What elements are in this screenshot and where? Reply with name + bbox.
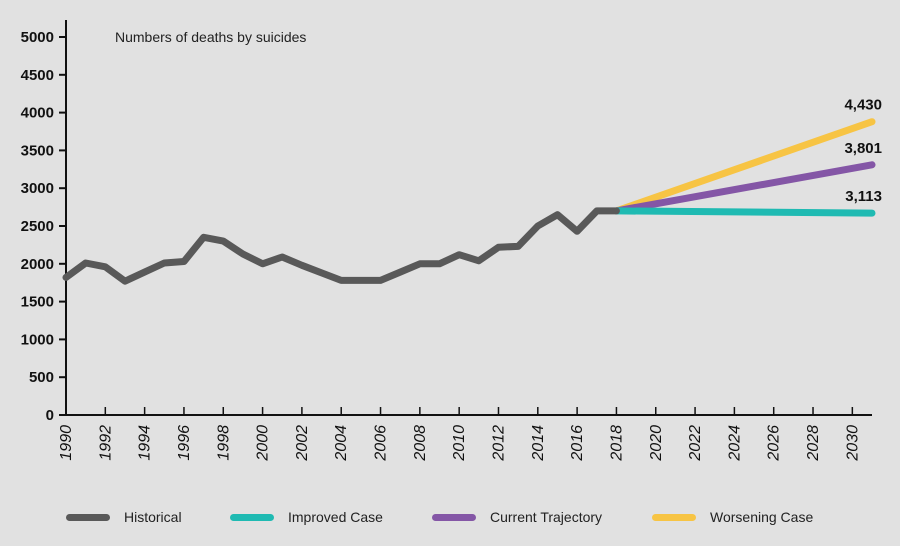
legend-item: Current Trajectory [432, 505, 602, 529]
x-tick-label: 1992 [97, 425, 114, 461]
legend-swatch [66, 513, 110, 521]
x-tick-label: 2002 [294, 425, 311, 462]
series-line-current-trajectory [612, 161, 876, 215]
y-tick-label: 4000 [21, 105, 54, 122]
x-tick-label: 1990 [58, 425, 75, 461]
legend-swatch [230, 513, 274, 521]
end-label-improved-case: 3,113 [845, 188, 882, 205]
x-tick-label: 2026 [766, 425, 783, 462]
legend-swatch [652, 513, 696, 521]
x-tick-label: 2018 [608, 425, 625, 462]
x-tick-label: 2020 [648, 425, 665, 462]
x-tick-label: 2012 [490, 425, 507, 462]
chart-title: Numbers of deaths by suicides [115, 29, 306, 45]
y-tick-label: 3000 [21, 180, 54, 197]
chart-end-labels: 3,113 3,801 4,430 [844, 97, 882, 205]
y-tick-label: 500 [29, 369, 54, 386]
x-tick-label: 1996 [176, 425, 193, 461]
x-tick-label: 2004 [333, 425, 350, 462]
legend-label: Current Trajectory [490, 509, 603, 525]
x-tick-label: 2016 [569, 425, 586, 462]
x-tick-label: 2008 [412, 425, 429, 462]
chart-legend: Historical Improved Case Current Trajector… [0, 505, 900, 529]
x-tick-label: 2014 [530, 425, 547, 462]
legend-item: Worsening Case [652, 505, 813, 529]
legend-item: Improved Case [230, 505, 383, 529]
y-tick-label: 3500 [21, 142, 54, 159]
series-line-improved-case [612, 207, 876, 217]
legend-label: Improved Case [288, 509, 383, 525]
x-tick-label: 2028 [805, 425, 822, 462]
end-label-worsening-case: 4,430 [844, 97, 882, 114]
chart-series [62, 118, 876, 285]
x-tick-label: 1994 [137, 425, 154, 461]
y-tick-label: 5000 [21, 29, 54, 46]
y-tick-label: 4500 [21, 67, 54, 84]
legend-label: Historical [124, 509, 182, 525]
x-tick-label: 2006 [373, 425, 390, 462]
chart-axes: 0 500 1000 1500 2000 2500 3000 3500 4000 4500 5000… [21, 20, 872, 462]
y-tick-label: 1500 [21, 294, 54, 311]
y-tick-label: 2000 [21, 256, 54, 273]
y-tick-label: 2500 [21, 218, 54, 235]
legend-swatch [432, 513, 476, 521]
series-line-worsening-case [612, 118, 876, 215]
legend-item: Historical [66, 505, 182, 529]
x-tick-label: 2024 [726, 425, 743, 462]
series-line-historical [62, 207, 620, 285]
end-label-current-trajectory: 3,801 [844, 140, 882, 157]
y-tick-label: 1000 [21, 331, 54, 348]
x-tick-label: 2030 [844, 425, 861, 462]
legend-label: Worsening Case [710, 509, 814, 525]
y-tick-label: 0 [46, 407, 54, 424]
x-tick-label: 2000 [255, 425, 272, 462]
x-tick-label: 2010 [451, 425, 468, 462]
x-tick-label: 2022 [687, 425, 704, 462]
x-tick-label: 1998 [215, 425, 232, 461]
